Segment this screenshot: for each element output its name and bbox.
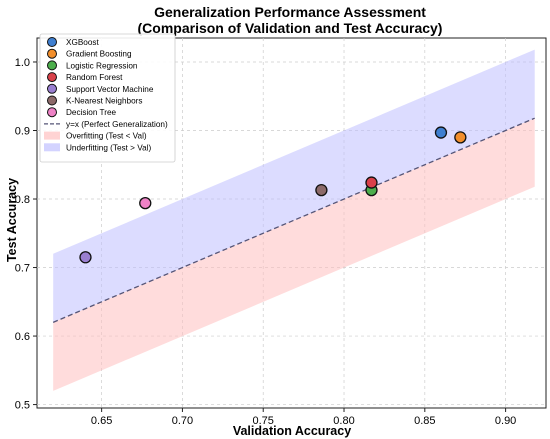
legend-marker: [44, 131, 60, 140]
legend-marker: [47, 107, 57, 118]
legend-marker: [47, 48, 57, 59]
x-axis-label: Validation Accuracy: [233, 424, 351, 438]
data-point: [454, 131, 467, 144]
x-tick-label: 0.75: [253, 415, 274, 427]
y-tick-label: 0.5: [15, 400, 30, 412]
x-tick-label: 0.70: [172, 415, 193, 427]
chart-title: Generalization Performance Assessment: [154, 4, 426, 20]
data-point: [365, 176, 378, 189]
legend-marker: [44, 143, 60, 152]
legend-label: K-Nearest Neighbors: [66, 97, 142, 106]
x-tick-label: 0.65: [91, 415, 112, 427]
plot-area: 0.65 0.70 0.75 0.80 0.85 0.90 0.5 0.6 0.7 0.8 0.9 1…: [15, 33, 547, 427]
data-point: [79, 251, 92, 264]
underfitting-band: [53, 49, 535, 323]
legend-label: y=x (Perfect Generalization): [66, 120, 168, 129]
data-point: [139, 196, 152, 210]
legend-box: [39, 33, 176, 163]
x-tick-label: 0.90: [495, 415, 516, 427]
legend-label: Logistic Regression: [66, 61, 138, 70]
legend-marker: [47, 60, 57, 71]
legend-label: Random Forest: [66, 73, 123, 82]
legend-label: Overfitting (Test < Val): [66, 132, 147, 141]
data-point: [434, 126, 448, 139]
y-tick-label: 1.0: [15, 57, 30, 69]
x-tick-label: 0.80: [333, 415, 354, 427]
x-tick-label: 0.85: [414, 415, 435, 427]
y-tick-label: 0.8: [15, 194, 30, 206]
legend-marker: [47, 72, 57, 83]
chart-subtitle: (Comparison of Validation and Test Accur…: [138, 20, 443, 36]
legend-label: Decision Tree: [66, 108, 117, 117]
legend-marker: [47, 95, 57, 106]
overfitting-band: [53, 118, 535, 391]
y-tick-label: 0.6: [15, 331, 30, 343]
legend-marker: [47, 37, 57, 47]
y-axis-label: Test Accuracy: [5, 178, 19, 262]
legend-label: Gradient Boosting: [66, 50, 132, 59]
legend-marker: [47, 83, 57, 94]
legend-label: Support Vector Machine: [66, 85, 154, 94]
legend-label: XGBoost: [66, 38, 99, 47]
y-tick-label: 0.9: [15, 126, 30, 138]
data-point: [315, 183, 328, 197]
y-tick-label: 0.7: [15, 263, 30, 275]
legend-label: Underfitting (Test > Val): [66, 143, 151, 152]
reference-line: [52, 117, 535, 323]
